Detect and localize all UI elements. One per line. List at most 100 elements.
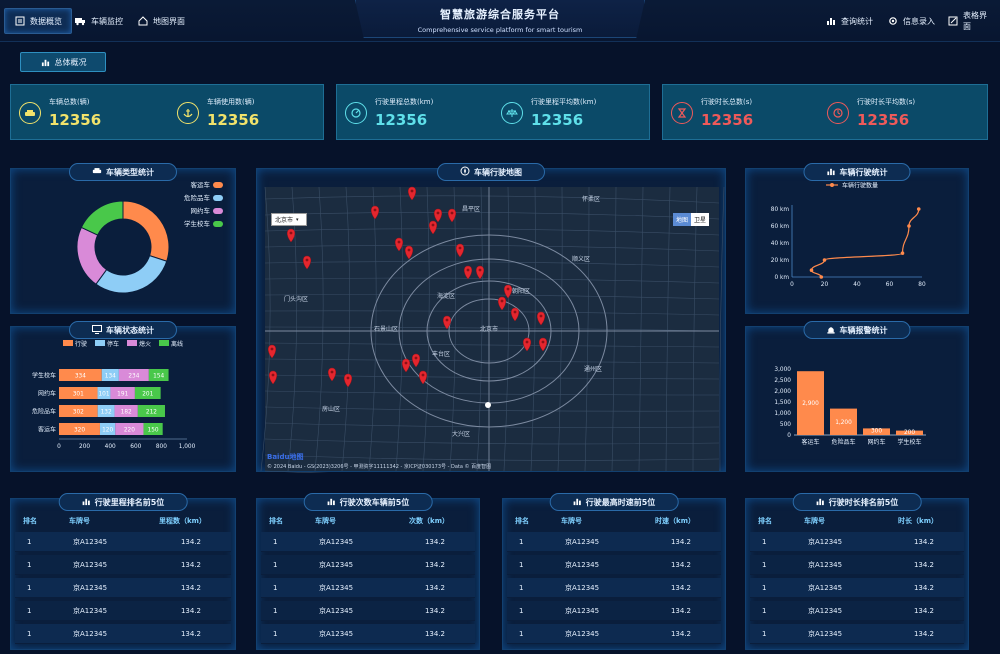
bar-data-label: 301 bbox=[73, 392, 84, 398]
table-row[interactable]: 1 京A12345 134.2 bbox=[15, 532, 231, 552]
table-row[interactable]: 1 京A12345 134.2 bbox=[261, 624, 475, 644]
legend-swatch bbox=[159, 340, 169, 346]
y-tick-label: 2,000 bbox=[774, 389, 791, 395]
legend-label: 学生校车 bbox=[184, 219, 211, 228]
table-row[interactable]: 1 京A12345 134.2 bbox=[507, 624, 721, 644]
nav-query-stats[interactable]: 查询统计 bbox=[816, 8, 882, 34]
map-marker-pin bbox=[476, 265, 484, 280]
column-header: 次数（km） bbox=[409, 517, 449, 525]
table-header: 排名 车牌号 次数（km） bbox=[257, 513, 479, 529]
nav-info-entry[interactable]: 信息录入 bbox=[878, 8, 944, 34]
x-tick-label: 1,000 bbox=[179, 444, 196, 450]
road bbox=[611, 186, 617, 472]
y-tick-label: 500 bbox=[780, 422, 791, 428]
bar-chart-icon bbox=[827, 167, 836, 178]
value-cell: 134.2 bbox=[913, 629, 934, 638]
plate-cell: 京A12345 bbox=[73, 583, 108, 592]
panel-title-text: 车辆行驶统计 bbox=[839, 167, 888, 177]
road bbox=[264, 310, 720, 316]
map-marker-dot bbox=[271, 373, 275, 377]
x-tick-label: 危险品车 bbox=[831, 438, 855, 446]
table-row[interactable]: 1 京A12345 134.2 bbox=[507, 555, 721, 575]
title-box: 智慧旅游综合服务平台 Comprehensive service platfor… bbox=[355, 0, 645, 38]
nav-vehicle-monitor[interactable]: 车辆监控 bbox=[66, 8, 132, 34]
stat-label: 行驶里程总数(km) bbox=[375, 98, 434, 106]
stacked-bar-segment bbox=[101, 369, 119, 381]
plate-cell: 京A12345 bbox=[808, 537, 843, 546]
map-marker-pin bbox=[412, 353, 420, 368]
table-row[interactable]: 1 京A12345 134.2 bbox=[261, 555, 475, 575]
table-row[interactable]: 1 京A12345 134.2 bbox=[750, 578, 964, 598]
section-tab-overview[interactable]: 总体概况 bbox=[20, 52, 106, 72]
value-cell: 134.2 bbox=[670, 583, 691, 592]
map-marker-pin bbox=[287, 228, 295, 243]
plate-cell: 京A12345 bbox=[73, 606, 108, 615]
plate-cell: 京A12345 bbox=[73, 560, 108, 569]
x-tick-label: 80 bbox=[918, 282, 926, 288]
value-cell: 134.2 bbox=[424, 606, 445, 615]
column-header: 排名 bbox=[23, 517, 37, 525]
x-tick-label: 200 bbox=[79, 444, 90, 450]
panel-title: 行驶最高时速前5位 bbox=[549, 493, 679, 511]
table-row[interactable]: 1 京A12345 134.2 bbox=[507, 532, 721, 552]
nav-table-view[interactable]: 表格界面 bbox=[939, 8, 1000, 34]
balance-icon bbox=[501, 102, 523, 124]
table-row[interactable]: 1 京A12345 134.2 bbox=[750, 624, 964, 644]
bar-data-label: 154 bbox=[153, 374, 164, 380]
nav-map-view[interactable]: 地图界面 bbox=[128, 8, 194, 34]
map-marker-dot bbox=[450, 211, 454, 215]
car-icon bbox=[92, 167, 102, 177]
city-selector[interactable]: 北京市 ▾ bbox=[271, 213, 307, 226]
panel-title-text: 行驶时长排名前5位 bbox=[828, 497, 899, 507]
map-place-label: 海淀区 bbox=[437, 292, 455, 300]
stat-value: 12356 bbox=[375, 111, 428, 129]
bar-chart-icon bbox=[82, 497, 91, 508]
alarm-bar bbox=[863, 428, 890, 435]
map-type-map[interactable]: 地图 bbox=[672, 213, 691, 226]
table-row[interactable]: 1 京A12345 134.2 bbox=[15, 578, 231, 598]
table-row[interactable]: 1 京A12345 134.2 bbox=[750, 555, 964, 575]
table-row[interactable]: 1 京A12345 134.2 bbox=[750, 532, 964, 552]
map-place-label: 朝阳区 bbox=[512, 287, 530, 295]
table-row[interactable]: 1 京A12345 134.2 bbox=[507, 601, 721, 621]
stat-label: 车辆使用数(辆) bbox=[207, 98, 255, 106]
plate-cell: 京A12345 bbox=[319, 583, 354, 592]
road bbox=[476, 186, 483, 472]
table-row[interactable]: 1 京A12345 134.2 bbox=[750, 601, 964, 621]
x-tick-label: 20 bbox=[821, 282, 829, 288]
plate-cell: 京A12345 bbox=[808, 606, 843, 615]
value-cell: 134.2 bbox=[424, 560, 445, 569]
rank-cell: 1 bbox=[27, 560, 32, 569]
map-marker-pin bbox=[269, 370, 277, 385]
road bbox=[264, 228, 720, 236]
map-marker-dot bbox=[404, 361, 408, 365]
road bbox=[264, 261, 720, 268]
table-row[interactable]: 1 京A12345 134.2 bbox=[15, 555, 231, 575]
rank-cell: 1 bbox=[273, 629, 278, 638]
edit-icon bbox=[948, 16, 958, 27]
compass-icon bbox=[460, 166, 470, 178]
bar-data-label: 134 bbox=[105, 374, 116, 380]
nav-label: 查询统计 bbox=[841, 16, 873, 26]
nav-label: 车辆监控 bbox=[91, 16, 123, 26]
table-row[interactable]: 1 京A12345 134.2 bbox=[507, 578, 721, 598]
table-row[interactable]: 1 京A12345 134.2 bbox=[261, 532, 475, 552]
table-row[interactable]: 1 京A12345 134.2 bbox=[261, 601, 475, 621]
bar-chart-icon bbox=[40, 57, 51, 68]
nav-data-overview[interactable]: 数据概览 bbox=[4, 8, 72, 34]
road bbox=[264, 470, 330, 473]
map-marker-pin bbox=[344, 373, 352, 388]
car-icon bbox=[19, 102, 41, 124]
road bbox=[422, 186, 430, 472]
map-type-satellite[interactable]: 卫星 bbox=[690, 213, 709, 226]
map-marker-pin bbox=[395, 237, 403, 252]
map-place-label: 昌平区 bbox=[462, 206, 480, 213]
panel-title: 行驶里程排名前5位 bbox=[58, 493, 188, 511]
plate-cell: 京A12345 bbox=[565, 560, 600, 569]
table-row[interactable]: 1 京A12345 134.2 bbox=[15, 624, 231, 644]
map-center-marker bbox=[485, 402, 491, 408]
column-header: 里程数（km） bbox=[159, 517, 206, 525]
table-row[interactable]: 1 京A12345 134.2 bbox=[261, 578, 475, 598]
table-row[interactable]: 1 京A12345 134.2 bbox=[15, 601, 231, 621]
